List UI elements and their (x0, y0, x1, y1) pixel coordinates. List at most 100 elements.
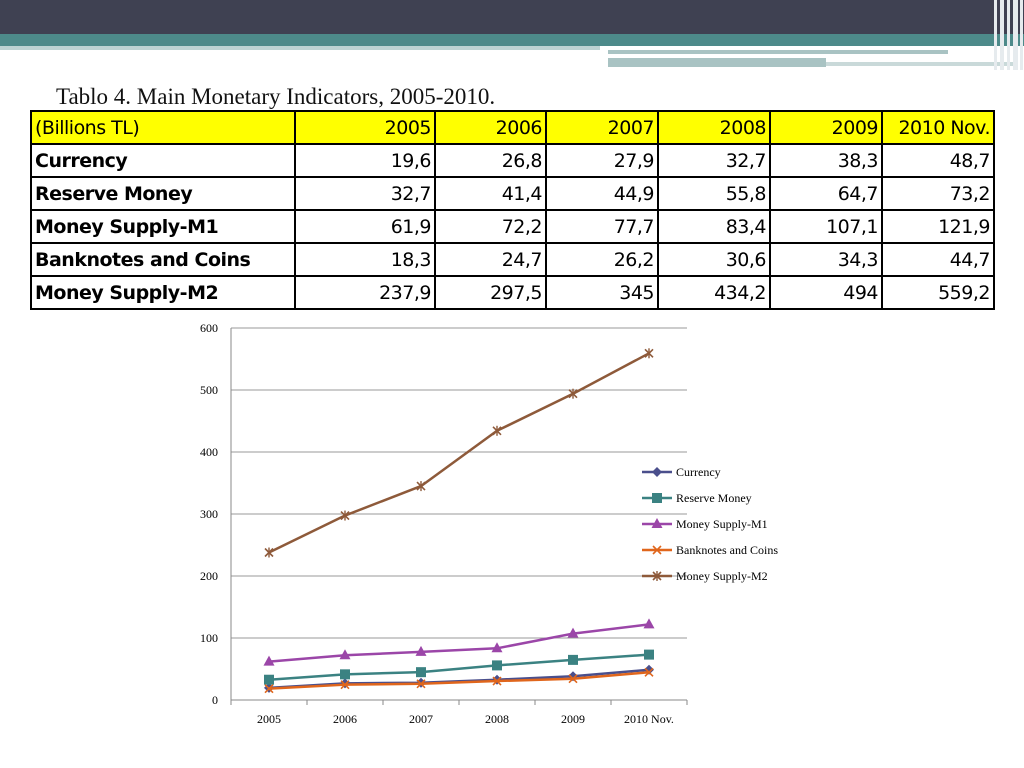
data-point (340, 680, 350, 690)
marker-stroke (492, 676, 502, 686)
table-cell: 30,6 (657, 242, 771, 277)
data-point (264, 674, 274, 685)
header-bar-dark (0, 0, 1024, 34)
row-label: Banknotes and Coins (30, 242, 296, 277)
series-line (268, 653, 650, 681)
table-cell: 41,4 (434, 176, 547, 211)
data-point (264, 547, 274, 558)
y-tick-label: 0 (212, 693, 218, 707)
header-cell: 2007 (545, 110, 659, 145)
header-stripe (826, 62, 1014, 66)
legend-marker (652, 493, 662, 503)
legend-marker (652, 545, 662, 555)
table-cell: 38,3 (769, 143, 883, 178)
table-cell: 73,2 (881, 176, 995, 211)
legend-label: Money Supply-M2 (676, 569, 768, 583)
line-chart: 0 100 200 300 400 500 600 2005 2006 2007 2008 2009 2… (200, 321, 778, 726)
x-tick-label: 2010 Nov. (624, 712, 674, 726)
table-cell: 32,7 (294, 176, 436, 211)
table-cell: 434,2 (657, 275, 771, 310)
data-point (568, 674, 578, 684)
data-point (644, 667, 654, 677)
table-cell: 77,7 (545, 209, 659, 244)
x-tick-label: 2008 (485, 712, 509, 726)
header-cell: 2008 (657, 110, 771, 145)
y-tick-label: 400 (200, 445, 218, 459)
header-cell: 2005 (294, 110, 436, 145)
data-point (491, 642, 503, 653)
table-cell: 26,8 (434, 143, 547, 178)
y-tick-label: 300 (200, 507, 218, 521)
legend-marker (651, 518, 663, 528)
data-point (568, 388, 578, 399)
table-cell: 48,7 (881, 143, 995, 178)
marker-stroke (264, 684, 274, 694)
table-cell: 345 (545, 275, 659, 310)
x-tick-label: 2005 (257, 712, 281, 726)
axes: 0 100 200 300 400 500 600 2005 2006 2007 2008 2009 2… (200, 321, 688, 726)
legend-label: Reserve Money (676, 491, 752, 505)
x-tick-label: 2007 (409, 712, 433, 726)
table-cell: 27,9 (545, 143, 659, 178)
table-cell: 24,7 (434, 242, 547, 277)
series-line (268, 352, 650, 554)
row-label: Reserve Money (30, 176, 296, 211)
table-cell: 72,2 (434, 209, 547, 244)
header-bar-teal (0, 34, 1024, 46)
x-tick-label: 2006 (333, 712, 357, 726)
marker-stroke (652, 545, 662, 555)
table-cell: 494 (769, 275, 883, 310)
x-tick-label: 2009 (561, 712, 585, 726)
series (263, 348, 655, 694)
legend-label: Money Supply-M1 (676, 517, 768, 531)
data-point (339, 649, 351, 660)
table-row: Banknotes and Coins 18,3 24,7 26,2 30,6 … (30, 242, 995, 277)
header-stripe (608, 50, 948, 54)
table-cell: 26,2 (545, 242, 659, 277)
header-stripe (608, 58, 826, 67)
y-tick-label: 200 (200, 569, 218, 583)
table-cell: 19,6 (294, 143, 436, 178)
data-point (263, 655, 275, 666)
data-point (340, 669, 350, 680)
data-point (568, 671, 578, 682)
data-point (264, 684, 274, 694)
table-cell: 237,9 (294, 275, 436, 310)
table-cell: 121,9 (881, 209, 995, 244)
header-cell: 2006 (434, 110, 547, 145)
row-label: Currency (30, 143, 296, 178)
table-row: Money Supply-M1 61,9 72,2 77,7 83,4 107,… (30, 209, 995, 244)
legend: Currency Reserve Money Money Supply-M1 Bank… (642, 465, 778, 583)
table-header-row: (Billions TL) 2005 2006 2007 2008 2009 2… (30, 110, 995, 145)
table-cell: 32,7 (657, 143, 771, 178)
table-cell: 18,3 (294, 242, 436, 277)
header-cell: 2009 (769, 110, 883, 145)
data-point (416, 667, 426, 678)
data-point (644, 348, 654, 359)
series-line (268, 623, 650, 663)
data-point (644, 664, 654, 675)
gridlines (231, 327, 687, 639)
marker-stroke (340, 680, 350, 690)
data-table: (Billions TL) 2005 2006 2007 2008 2009 2… (30, 110, 995, 310)
table-row: Currency 19,6 26,8 27,9 32,7 38,3 48,7 (30, 143, 995, 178)
marker-stroke (568, 674, 578, 684)
legend-marker (652, 467, 662, 477)
page-title: Tablo 4. Main Monetary Indicators, 2005-… (56, 84, 496, 109)
data-point (416, 679, 426, 689)
marker-stroke (416, 679, 426, 689)
data-point (644, 649, 654, 660)
table-cell: 44,9 (545, 176, 659, 211)
data-point (643, 618, 655, 629)
y-tick-label: 500 (200, 383, 218, 397)
table-cell: 64,7 (769, 176, 883, 211)
series-line (268, 671, 650, 690)
row-label: Money Supply-M2 (30, 275, 296, 310)
table-cell: 61,9 (294, 209, 436, 244)
data-point (340, 678, 350, 689)
row-label: Money Supply-M1 (30, 209, 296, 244)
table-cell: 44,7 (881, 242, 995, 277)
y-tick-label: 100 (200, 631, 218, 645)
legend-marker (652, 571, 662, 581)
y-tick-label: 600 (200, 321, 218, 335)
